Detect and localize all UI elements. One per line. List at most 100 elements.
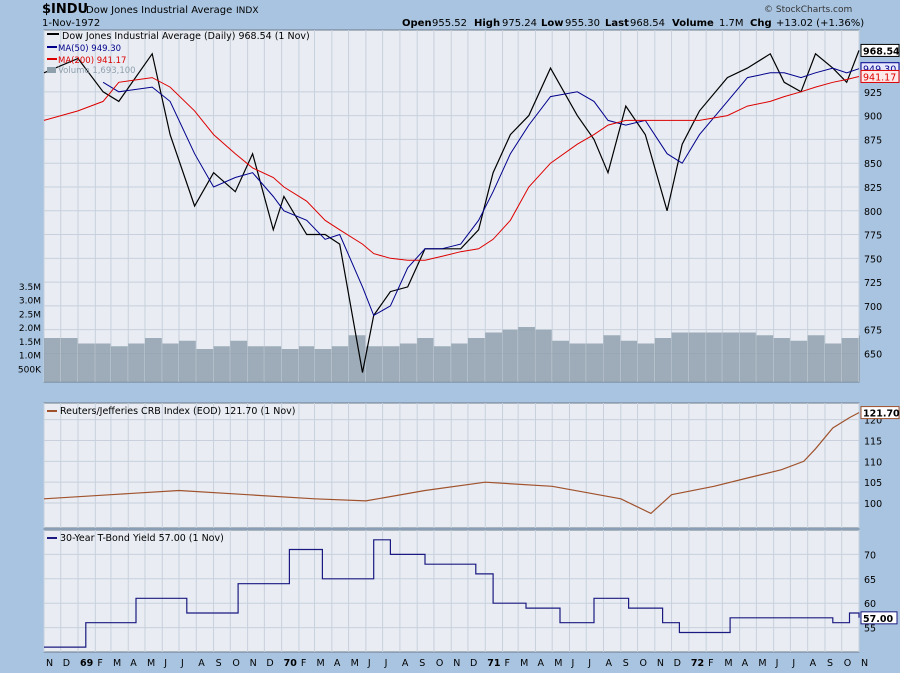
volume-bar <box>264 346 282 382</box>
series-lines <box>43 50 860 648</box>
price-y-tick-label: 700 <box>864 302 882 313</box>
grid-lines <box>43 30 860 652</box>
tbond-legend: 30-Year T-Bond Yield 57.00 (1 Nov) <box>47 533 224 544</box>
volume-value: 1.7M <box>719 18 744 29</box>
price-y-tick-label: 800 <box>864 207 882 218</box>
volume-bar <box>586 343 604 382</box>
volume-bar <box>807 335 825 382</box>
ma50-legend-text: MA(50) 949.30 <box>58 44 121 54</box>
x-tick-label: N <box>657 658 664 669</box>
x-tick-label: M <box>113 658 121 669</box>
tbond-y-tick-label: 70 <box>864 550 876 561</box>
volume-bar <box>196 349 214 382</box>
symbol: $INDU <box>42 2 88 17</box>
volume-tick-label: 1.0M <box>19 352 41 362</box>
volume-bar <box>78 343 95 382</box>
tbond-y-tick-label: 65 <box>864 575 876 586</box>
price-legend: Dow Jones Industrial Average (Daily) 968… <box>47 31 310 76</box>
price-y-tick-label: 825 <box>864 183 882 194</box>
tbond-line <box>44 539 860 648</box>
volume-bar <box>790 340 808 382</box>
crb-tag: 121.70 <box>863 409 900 420</box>
tbond-y-tick-label: 60 <box>864 599 876 610</box>
tbond-tag-box <box>860 611 898 625</box>
volume-bar <box>620 340 638 382</box>
x-tick-label: J <box>587 658 591 669</box>
volume-bar <box>314 349 332 382</box>
low-label: Low <box>541 18 563 29</box>
x-tick-label: A <box>810 658 817 669</box>
x-tick-label: S <box>623 658 629 669</box>
volume-bar <box>44 338 61 382</box>
x-tick-label: 69 <box>80 658 93 669</box>
x-tick-label: N <box>46 658 53 669</box>
crb-legend-text: Reuters/Jefferies CRB Index (EOD) 121.70… <box>60 406 296 417</box>
volume-bar <box>756 335 774 382</box>
tbond-y-tick-label: 55 <box>864 624 876 635</box>
price-y-tick-label: 850 <box>864 159 882 170</box>
x-tick-label: J <box>384 658 388 669</box>
volume-tick-label: 3.5M <box>19 283 41 293</box>
ma200-legend-swatch <box>47 58 57 60</box>
volume-bar <box>298 346 315 382</box>
crb-y-tick-label: 120 <box>864 416 882 427</box>
quote-date: 1-Nov-1972 <box>42 18 100 29</box>
volume-bar <box>144 338 162 382</box>
volume-bar <box>485 332 503 382</box>
last-label: Last <box>605 18 629 29</box>
volume-bar <box>417 338 434 382</box>
x-tick-label: A <box>742 658 749 669</box>
volume-tick-label: 2.5M <box>19 310 41 320</box>
x-tick-label: A <box>606 658 613 669</box>
volume-bar <box>535 329 552 382</box>
ma200-line-tag: 941.17 <box>863 72 896 83</box>
x-tick-label: M <box>317 658 325 669</box>
x-tick-label: J <box>163 658 167 669</box>
copyright: © StockCharts.com <box>764 5 852 15</box>
volume-bar <box>569 343 586 382</box>
volume-bars <box>44 327 860 382</box>
x-tick-label: N <box>453 658 460 669</box>
x-tick-label: F <box>708 658 713 669</box>
x-tick-label: S <box>419 658 425 669</box>
axis-labels: N D 69 F M A M J J A S O N D 70 F M A M J J A S O N D 71 F M A M J J A S O N… <box>18 43 900 669</box>
crb-y-tick-label: 100 <box>864 499 882 510</box>
volume-bar <box>281 349 299 382</box>
volume-tick-label: 2.0M <box>19 324 41 334</box>
x-tick-label: M <box>724 658 732 669</box>
x-tick-label: O <box>640 658 647 669</box>
high-value: 975.24 <box>502 18 537 29</box>
x-tick-label: A <box>334 658 341 669</box>
chart-header: $INDU Dow Jones Industrial Average INDX … <box>42 2 864 29</box>
volume-tick-label: 1.5M <box>19 338 41 348</box>
x-tick-label: J <box>775 658 779 669</box>
volume-bar <box>518 327 535 382</box>
volume-bar <box>60 338 78 382</box>
volume-bar <box>399 343 417 382</box>
volume-bar <box>331 346 349 382</box>
volume-bar <box>637 343 655 382</box>
volume-legend-text: Volume 1,693,100 <box>58 66 136 76</box>
x-tick-label: S <box>827 658 833 669</box>
volume-bar <box>128 343 145 382</box>
x-tick-label: M <box>554 658 562 669</box>
x-tick-label: D <box>674 658 681 669</box>
price-y-tick-label: 750 <box>864 254 882 265</box>
crb-line <box>43 412 860 515</box>
volume-bar <box>688 332 706 382</box>
x-tick-label: M <box>147 658 155 669</box>
ma50-legend-swatch <box>47 46 57 48</box>
x-tick-label: A <box>198 658 205 669</box>
volume-bar <box>247 346 264 382</box>
x-tick-label: N <box>250 658 257 669</box>
price-legend-swatch <box>47 33 59 35</box>
x-tick-label: D <box>63 658 70 669</box>
price-y-tick-label: 925 <box>864 88 882 99</box>
volume-bar <box>552 340 569 382</box>
x-tick-label: 70 <box>284 658 298 669</box>
open-value: 955.52 <box>432 18 467 29</box>
x-tick-label: M <box>351 658 359 669</box>
volume-bar <box>467 338 485 382</box>
volume-bar <box>654 338 672 382</box>
x-tick-label: 71 <box>487 658 500 669</box>
